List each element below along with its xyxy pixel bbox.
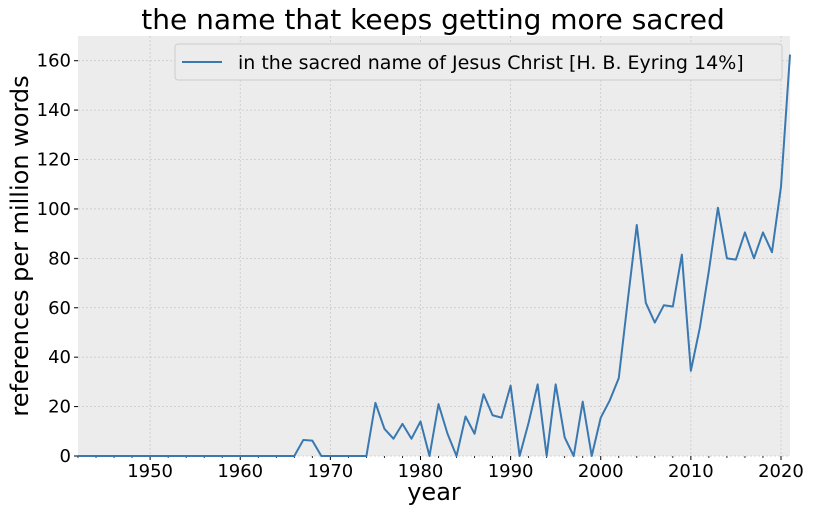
series-lines [78,54,791,457]
y-axis: 0 20 40 60 80 100 120 140 160 [37,51,78,467]
legend-box [174,43,783,81]
series-line-0 [78,54,791,457]
y-tick-label: 40 [48,347,71,368]
y-tick-label: 80 [48,248,71,269]
y-axis-label: references per million words [6,75,34,416]
y-tick-label: 100 [37,199,71,220]
x-tick-label: 2010 [668,461,714,482]
x-axis: 1950 1960 1970 1980 1990 2000 2010 2020 [77,456,804,482]
legend: in the sacred name of Jesus Christ [H. B… [174,43,783,81]
x-tick-label: 1970 [307,461,353,482]
x-tick-label: 1950 [127,461,173,482]
y-tick-label: 20 [48,397,71,418]
x-tick-label: 2020 [758,461,804,482]
y-tick-label: 0 [60,446,71,467]
x-tick-label: 1990 [488,461,534,482]
plot-area [78,36,790,456]
x-axis-label: year [407,478,461,506]
chart-title: the name that keeps getting more sacred [141,3,724,36]
y-tick-label: 160 [37,51,71,72]
y-tick-label: 60 [48,298,71,319]
y-tick-label: 140 [37,100,71,121]
x-tick-label: 1960 [217,461,263,482]
y-tick-label: 120 [37,150,71,171]
x-tick-label: 1980 [398,461,444,482]
x-tick-label: 2000 [578,461,624,482]
legend-label: in the sacred name of Jesus Christ [H. B… [238,52,744,74]
